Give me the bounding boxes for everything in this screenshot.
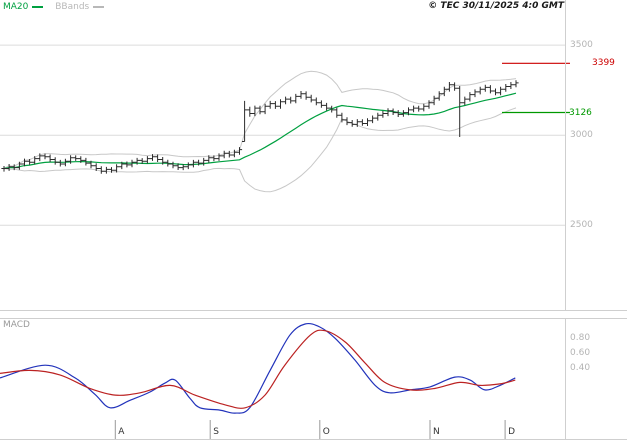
resistance-level-label: 3399	[592, 58, 615, 69]
legend-bbands-label: BBands	[55, 2, 90, 12]
macd-axis-label: 0.80	[570, 333, 591, 344]
legend-item-ma20: MA20	[3, 2, 44, 12]
macd-axis-label: 0.40	[570, 363, 591, 374]
copyright-text: © TEC 30/11/2025 4:0 GMT	[428, 1, 564, 11]
legend-item-bbands: BBands	[55, 2, 105, 12]
bollinger-upper-line	[3, 70, 517, 169]
x-axis-label-nov: N	[433, 427, 440, 437]
x-axis-label-sep: S	[213, 427, 219, 437]
bollinger-lower-line	[3, 107, 517, 193]
price-axis-label: 3500	[570, 40, 593, 51]
ma20-line-swatch	[32, 5, 44, 8]
x-axis-label-oct: O	[322, 427, 330, 437]
signal-line	[0, 329, 516, 409]
chart-legend: MA20 BBands	[3, 1, 113, 13]
macd-line	[0, 322, 516, 414]
bbands-line-swatch	[93, 5, 105, 8]
x-axis-label-aug: A	[118, 427, 125, 437]
ma20-line	[3, 92, 517, 170]
price-axis-label: 3000	[570, 130, 593, 141]
x-axis-label-dec: D	[508, 427, 516, 437]
price-axis-label: 2500	[570, 220, 593, 231]
macd-panel-label: MACD	[3, 320, 30, 330]
macd-axis-label: 0.60	[570, 348, 591, 359]
legend-ma20-label: MA20	[3, 2, 29, 12]
price-bars	[1, 80, 519, 174]
support-level-label: 3126	[569, 107, 592, 118]
